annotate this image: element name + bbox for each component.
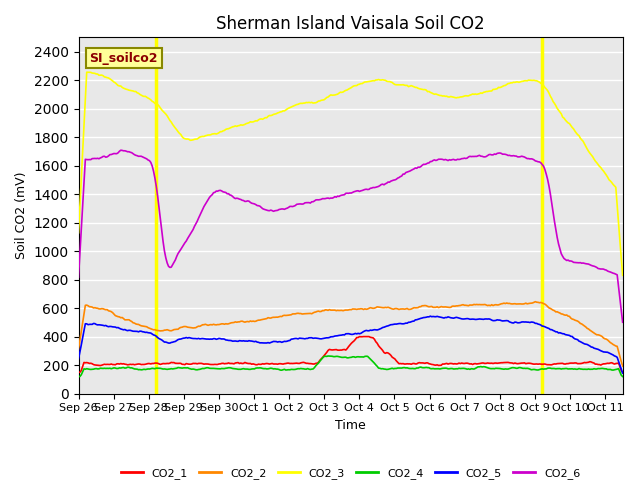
X-axis label: Time: Time <box>335 419 366 432</box>
Legend: CO2_1, CO2_2, CO2_3, CO2_4, CO2_5, CO2_6: CO2_1, CO2_2, CO2_3, CO2_4, CO2_5, CO2_6 <box>116 463 585 480</box>
Title: Sherman Island Vaisala Soil CO2: Sherman Island Vaisala Soil CO2 <box>216 15 485 33</box>
Text: SI_soilco2: SI_soilco2 <box>90 51 158 65</box>
Y-axis label: Soil CO2 (mV): Soil CO2 (mV) <box>15 172 28 259</box>
